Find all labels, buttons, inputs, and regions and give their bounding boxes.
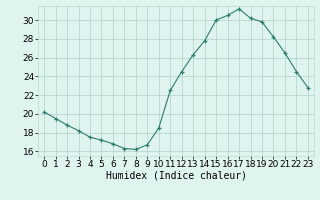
X-axis label: Humidex (Indice chaleur): Humidex (Indice chaleur)	[106, 171, 246, 181]
